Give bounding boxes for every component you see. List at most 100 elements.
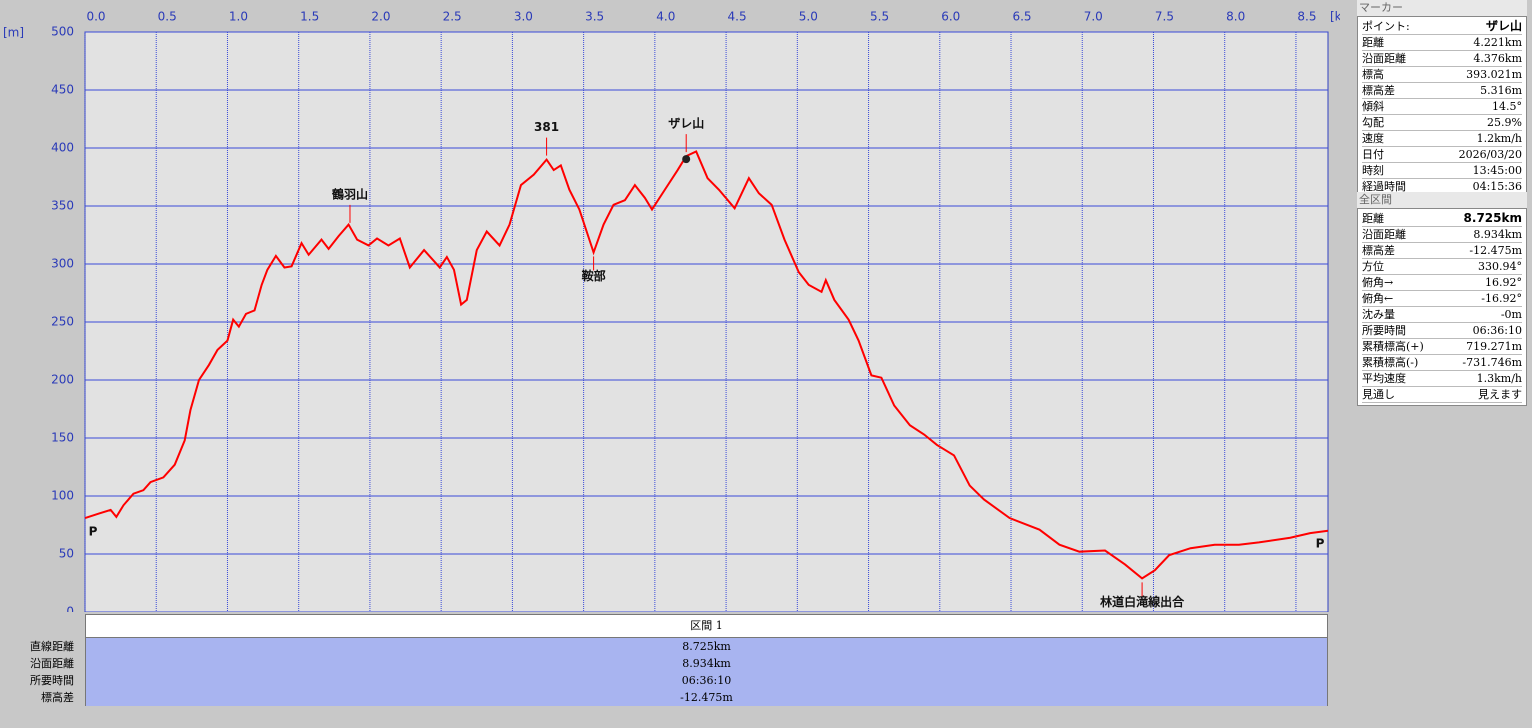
- panel-row: 距離 4.221km: [1362, 35, 1522, 51]
- row-label: ポイント:: [1362, 20, 1410, 33]
- row-value: 8.934km: [85, 655, 1328, 672]
- y-tick-label: 50: [59, 547, 74, 561]
- row-label: 沿面距離: [30, 657, 74, 670]
- y-tick-label: 350: [51, 199, 74, 213]
- row-value: -0m: [1500, 308, 1522, 321]
- x-tick-label: 3.5: [585, 10, 604, 24]
- y-tick-label: 500: [51, 25, 74, 39]
- y-axis-unit: [m]: [3, 26, 24, 40]
- row-value: 2026/03/20: [1458, 148, 1522, 161]
- panel-row: 沈み量 -0m: [1362, 307, 1522, 323]
- row-label: 勾配: [1362, 116, 1384, 129]
- x-tick-label: 4.5: [728, 10, 747, 24]
- panel-row: 俯角← -16.92°: [1362, 291, 1522, 307]
- x-tick-label: 2.0: [371, 10, 390, 24]
- x-tick-label: 7.0: [1084, 10, 1103, 24]
- row-label: 日付: [1362, 148, 1384, 161]
- panel-row: 標高差 5.316m: [1362, 83, 1522, 99]
- panel-row: 勾配 25.9%: [1362, 115, 1522, 131]
- table-row: 沿面距離 8.934km: [0, 655, 1328, 672]
- annotation: P: [89, 525, 98, 539]
- section-table: 区間 1 直線距離 8.725km 沿面距離 8.934km 所要時間 06:36:10 標…: [0, 614, 1328, 706]
- panel-row: ポイント: ザレ山: [1362, 19, 1522, 35]
- row-label: 標高差: [1362, 84, 1395, 97]
- x-tick-label: 8.5: [1297, 10, 1316, 24]
- row-label: 俯角←: [1362, 292, 1394, 305]
- y-tick-label: 400: [51, 141, 74, 155]
- row-value: ザレ山: [1485, 19, 1522, 33]
- row-label: 時刻: [1362, 164, 1384, 177]
- row-value: 14.5°: [1492, 100, 1522, 113]
- panel-row: 累積標高(+) 719.271m: [1362, 339, 1522, 355]
- row-label: 沿面距離: [1362, 52, 1406, 65]
- panel-title: 全区間: [1357, 192, 1527, 208]
- row-value: 8.934km: [1473, 228, 1522, 241]
- x-tick-label: 0.0: [86, 10, 105, 24]
- x-tick-label: 1.0: [229, 10, 248, 24]
- row-label: 方位: [1362, 260, 1384, 273]
- x-axis-unit: [km]: [1330, 10, 1340, 24]
- row-label: 経過時間: [1362, 180, 1406, 193]
- row-label: 沈み量: [1362, 308, 1395, 321]
- row-value: 4.221km: [1473, 36, 1522, 49]
- panel-title: マーカー: [1357, 0, 1527, 16]
- elevation-line: [84, 150, 1329, 580]
- row-label: 累積標高(-): [1362, 356, 1419, 369]
- y-tick-label: 200: [51, 373, 74, 387]
- row-label: 所要時間: [1362, 324, 1406, 337]
- row-label: 速度: [1362, 132, 1384, 145]
- y-tick-label: 100: [51, 489, 74, 503]
- row-value: 330.94°: [1478, 260, 1522, 273]
- section-header[interactable]: 区間 1: [85, 614, 1328, 638]
- annotation: P: [1316, 536, 1325, 550]
- panel-row: 所要時間 06:36:10: [1362, 323, 1522, 339]
- y-tick-label: 150: [51, 431, 74, 445]
- row-label: 標高: [1362, 68, 1384, 81]
- annotation: 鞍部: [582, 268, 606, 283]
- panel-row: 累積標高(-) -731.746m: [1362, 355, 1522, 371]
- row-value: 16.92°: [1485, 276, 1522, 289]
- row-label: 平均速度: [1362, 372, 1406, 385]
- table-row: 標高差 -12.475m: [0, 689, 1328, 706]
- x-tick-label: 1.5: [300, 10, 319, 24]
- row-value: 5.316m: [1480, 84, 1522, 97]
- x-tick-label: 0.5: [158, 10, 177, 24]
- total-panel: 全区間 距離 8.725km 沿面距離 8.934km 標高差 -12.475m 方位 330…: [1357, 192, 1527, 406]
- row-value: 25.9%: [1487, 116, 1522, 129]
- row-value: 4.376km: [1473, 52, 1522, 65]
- row-value: -731.746m: [1462, 356, 1522, 369]
- row-value: -12.475m: [85, 689, 1328, 706]
- panel-rows: ポイント: ザレ山距離 4.221km 沿面距離 4.376km 標高 393.021m 標高…: [1357, 16, 1527, 198]
- row-value: 04:15:36: [1472, 180, 1522, 193]
- panel-row: 標高差 -12.475m: [1362, 243, 1522, 259]
- row-value: 719.271m: [1466, 340, 1522, 353]
- row-value: 1.2km/h: [1476, 132, 1522, 145]
- row-label: 標高差: [1362, 244, 1395, 257]
- annotation: 林道白滝線出合: [1100, 594, 1185, 609]
- row-label: 標高差: [41, 691, 74, 704]
- row-value: -16.92°: [1481, 292, 1522, 305]
- annotation: ザレ山: [668, 117, 704, 131]
- row-value: 8.725km: [85, 638, 1328, 655]
- x-tick-label: 6.5: [1012, 10, 1031, 24]
- y-tick-label: 250: [51, 315, 74, 329]
- panel-row: 見通し 見えます: [1362, 387, 1522, 403]
- row-label: 傾斜: [1362, 100, 1384, 113]
- panel-row: 標高 393.021m: [1362, 67, 1522, 83]
- table-row: 所要時間 06:36:10: [0, 672, 1328, 689]
- panel-row: 日付 2026/03/20: [1362, 147, 1522, 163]
- marker-panel: マーカー ポイント: ザレ山距離 4.221km 沿面距離 4.376km 標高 393.0…: [1357, 0, 1527, 198]
- x-tick-label: 8.0: [1226, 10, 1245, 24]
- row-label: 距離: [1362, 36, 1384, 49]
- row-value: 1.3km/h: [1476, 372, 1522, 385]
- marker-icon: [682, 155, 691, 164]
- panel-row: 速度 1.2km/h: [1362, 131, 1522, 147]
- panel-row: 平均速度 1.3km/h: [1362, 371, 1522, 387]
- panel-row: 方位 330.94°: [1362, 259, 1522, 275]
- row-value: 8.725km: [1463, 211, 1522, 225]
- row-value: 見えます: [1478, 388, 1522, 401]
- row-label: 累積標高(+): [1362, 340, 1424, 353]
- row-label: 距離: [1362, 212, 1384, 225]
- row-label: 直線距離: [30, 640, 74, 653]
